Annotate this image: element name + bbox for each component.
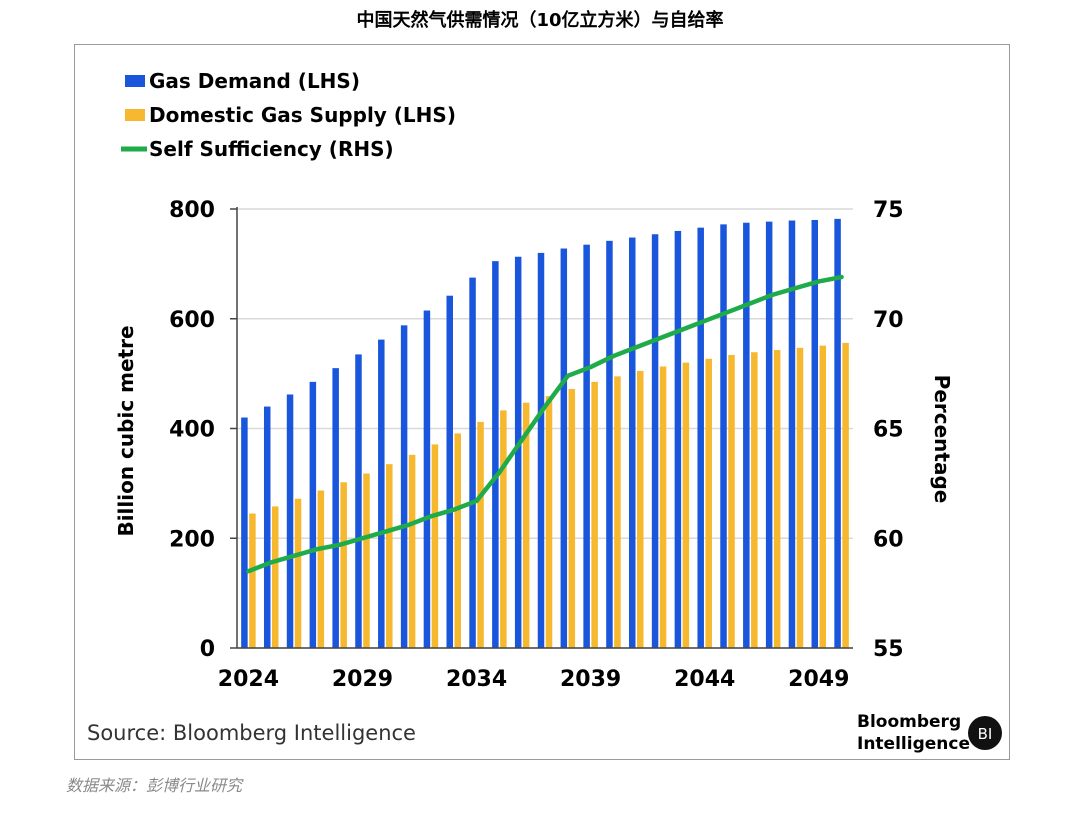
bar-supply — [591, 381, 598, 648]
x-tick-label: 2024 — [218, 667, 279, 692]
bar-supply — [500, 410, 507, 648]
bar-demand — [332, 368, 339, 648]
brand-badge-text: BI — [978, 725, 993, 743]
bar-demand — [537, 252, 545, 648]
legend-label-supply: Domestic Gas Supply (LHS) — [149, 103, 456, 127]
bar-demand — [834, 218, 841, 648]
sufficiency-line-group — [246, 274, 844, 574]
bar-demand — [378, 339, 385, 648]
bar-demand — [492, 261, 499, 648]
bar-supply — [682, 362, 690, 648]
bar-supply — [363, 473, 370, 648]
y-tick-label-right: 65 — [873, 418, 904, 443]
legend: Gas Demand (LHS) Domestic Gas Supply (LH… — [121, 69, 456, 161]
bar-supply — [249, 513, 256, 648]
legend-label-sufficiency: Self Sufficiency (RHS) — [149, 137, 394, 161]
source-text: Source: Bloomberg Intelligence — [87, 721, 416, 745]
y-axis-title-right: Percentage — [930, 375, 954, 504]
bar-demand — [651, 234, 659, 648]
bar-supply — [408, 454, 416, 648]
x-tick-label: 2039 — [560, 667, 621, 692]
gridlines — [237, 208, 853, 649]
y-tick-label-left: 400 — [169, 418, 215, 443]
bar-supply — [842, 342, 849, 648]
bar-supply — [796, 347, 804, 648]
axes: 0 200 400 600 800 55 60 65 70 75 2024 2029 2034 2039 2… — [169, 198, 904, 692]
y-tick-label-right: 70 — [873, 308, 904, 333]
bar-supply — [568, 388, 576, 648]
bar-demand — [629, 237, 636, 648]
bar-demand — [355, 354, 362, 648]
bar-demand — [583, 244, 590, 648]
bar-demand — [765, 221, 773, 648]
y-tick-label-left: 600 — [169, 308, 215, 333]
bar-demand — [309, 381, 317, 648]
x-tick-label: 2034 — [446, 667, 507, 692]
bar-supply — [614, 376, 621, 648]
y-tick-label-left: 200 — [169, 527, 215, 552]
bar-supply — [340, 482, 347, 648]
chart: Gas Demand (LHS) Domestic Gas Supply (LH… — [87, 69, 1002, 754]
x-tick-label: 2049 — [788, 667, 849, 692]
x-tick-label: 2029 — [332, 667, 393, 692]
y-tick-label-left: 800 — [169, 198, 215, 223]
y-axis-title-left: Billion cubic metre — [114, 325, 138, 536]
y-tick-label-right: 55 — [873, 637, 904, 662]
x-tick-label: 2044 — [674, 667, 735, 692]
bar-supply — [317, 490, 325, 648]
bar-supply — [271, 506, 279, 648]
bar-supply — [728, 354, 735, 648]
bar-demand — [469, 277, 476, 648]
bar-demand — [811, 219, 819, 648]
bar-supply — [773, 350, 781, 648]
bar-supply — [522, 402, 530, 648]
bar-demand — [560, 248, 568, 648]
bar-demand — [446, 295, 453, 648]
y-tick-label-right: 75 — [873, 198, 904, 223]
footnote: 数据来源：彭博行业研究 — [66, 776, 243, 795]
brand-name-line2: Intelligence — [857, 734, 970, 754]
y-tick-label-left: 0 — [200, 637, 215, 662]
bar-supply — [386, 464, 393, 648]
bar-demand — [423, 310, 431, 648]
bar-supply — [705, 358, 712, 648]
bar-supply — [751, 352, 758, 648]
legend-swatch-demand — [125, 75, 145, 87]
bar-supply — [477, 421, 484, 648]
bar-supply — [819, 345, 827, 648]
bar-demand — [788, 220, 796, 648]
brand-name-line1: Bloomberg — [857, 712, 961, 732]
bar-demand — [743, 222, 750, 648]
brand-badge-icon — [968, 716, 1002, 750]
bar-supply — [545, 396, 553, 648]
legend-label-demand: Gas Demand (LHS) — [149, 69, 360, 93]
bar-demand — [720, 224, 727, 649]
bar-demand — [286, 394, 294, 648]
bars — [241, 218, 849, 649]
chart-frame: Gas Demand (LHS) Domestic Gas Supply (LH… — [74, 44, 1010, 760]
bar-supply — [637, 370, 644, 648]
bar-demand — [263, 406, 271, 648]
bar-supply — [294, 498, 302, 648]
bar-supply — [431, 444, 439, 648]
bar-demand — [697, 227, 704, 648]
bar-demand — [606, 240, 613, 648]
legend-swatch-supply — [125, 109, 145, 121]
bar-demand — [514, 256, 522, 648]
bar-demand — [400, 325, 408, 648]
bar-demand — [674, 230, 682, 648]
page-title: 中国天然气供需情况（10亿立方米）与自给率 — [356, 10, 724, 31]
bar-supply — [659, 366, 667, 648]
y-tick-label-right: 60 — [873, 527, 904, 552]
bar-supply — [454, 433, 461, 648]
bar-demand — [241, 417, 248, 648]
